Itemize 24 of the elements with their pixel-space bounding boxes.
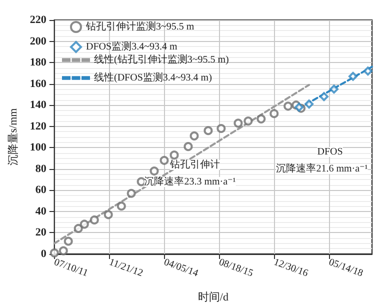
x-tick-label: 11/21/12 [107,256,144,280]
y-tick-label: 120 [30,120,47,132]
y-tick-label: 180 [30,56,47,69]
y-tick-label: 20 [35,226,47,239]
annotation: 钻孔引伸计 [169,158,220,170]
y-tick-label: 200 [30,35,47,48]
legend-label: 钻孔引伸计监测3~95.5 m [85,20,194,32]
legend-label: DFOS监测3.4~93.4 m [86,40,178,52]
y-tick-label: 0 [40,248,47,260]
y-tick-label: 140 [30,99,47,112]
annotation: 沉降速率23.3 mm·a⁻¹ [144,176,236,188]
legend-label: 线性(钻孔引伸计监测3~95.5 m) [94,54,229,66]
y-tick-label: 80 [35,162,47,175]
y-tick-label: 100 [30,142,47,154]
y-tick-label: 60 [35,184,47,196]
x-tick-label: 12/30/16 [272,256,310,280]
y-tick-label: 220 [30,14,47,26]
annotation: 沉降速率21.6 mm·a⁻¹ [276,162,368,174]
annotation: DFOS [317,146,343,158]
x-axis-title: 时间/d [198,290,229,304]
y-tick-label: 40 [35,205,47,218]
y-tick-label: 160 [30,78,47,90]
legend-label: 线性(DFOS监测3.4~93.4 m) [94,72,212,84]
y-axis-title: 沉降量s/mm [8,108,20,166]
